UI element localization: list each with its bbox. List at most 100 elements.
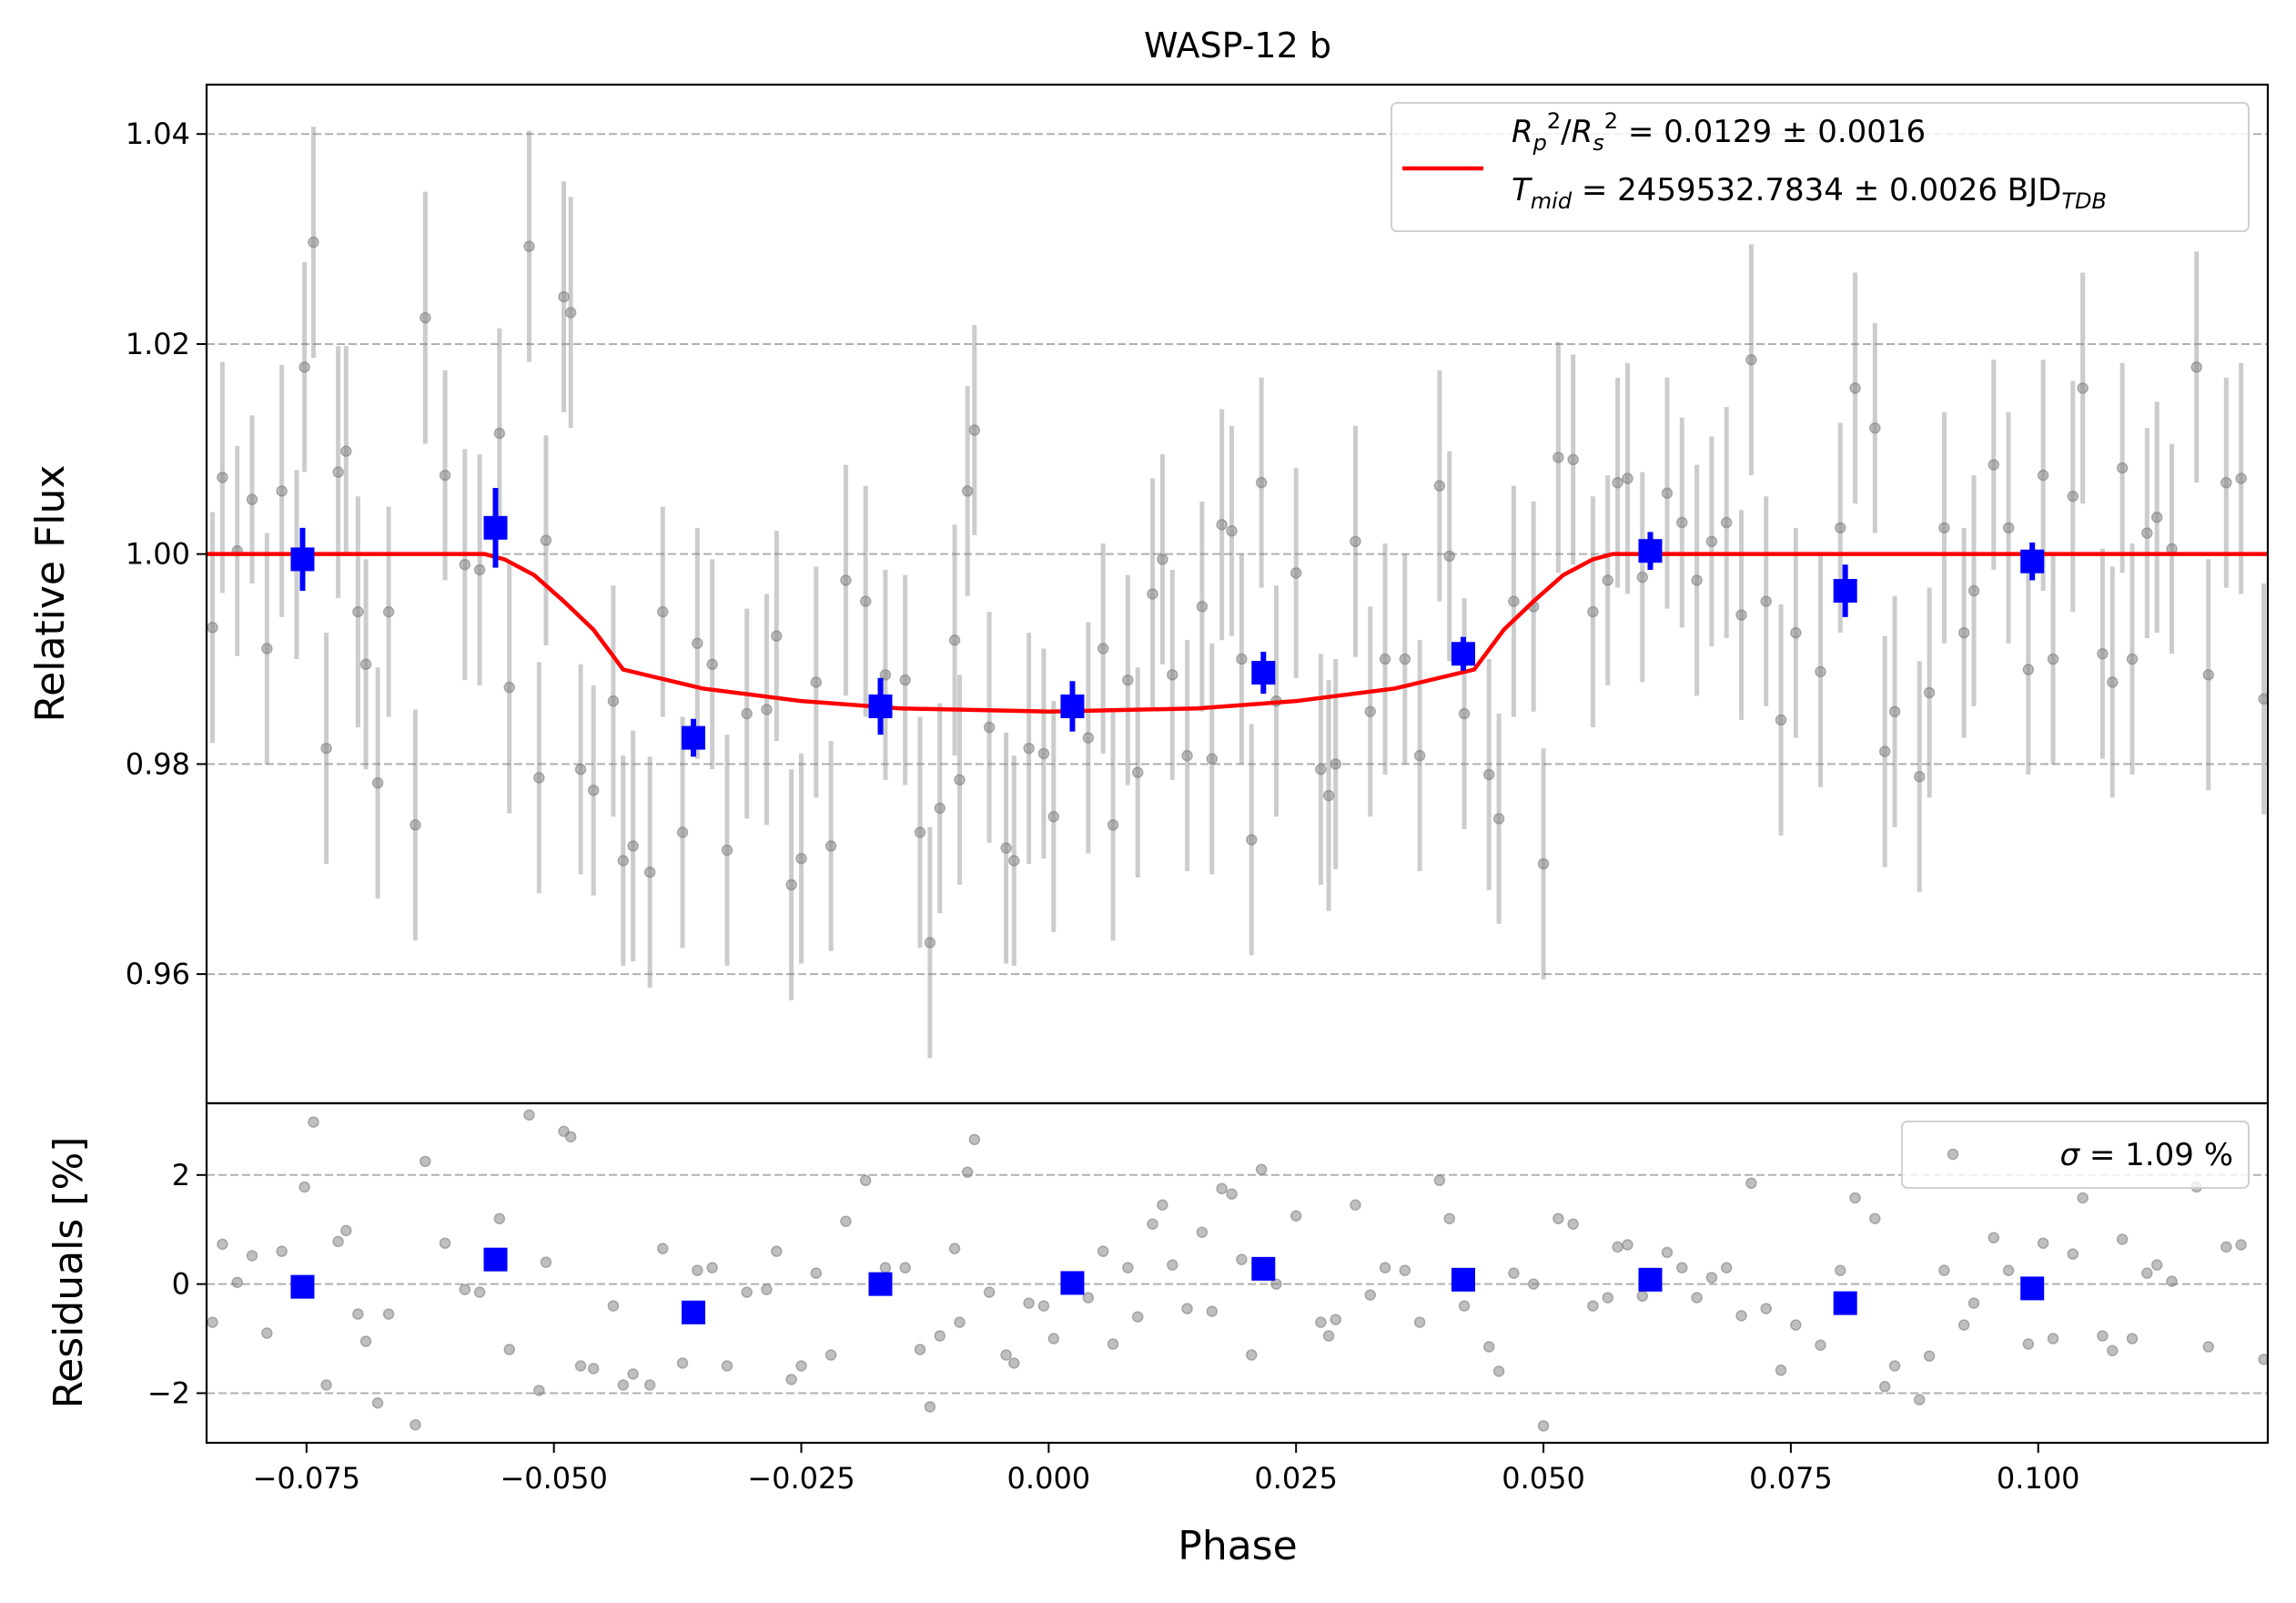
data-point xyxy=(1458,707,1471,720)
data-point xyxy=(1636,571,1649,583)
binned-point xyxy=(1451,1267,1475,1292)
data-point xyxy=(1612,476,1623,489)
data-point xyxy=(983,721,996,734)
data-point xyxy=(410,819,421,831)
data-point xyxy=(533,772,545,784)
data-point xyxy=(298,1181,310,1193)
data-point xyxy=(617,1379,630,1391)
data-point xyxy=(676,1357,689,1369)
data-point xyxy=(1433,480,1446,492)
legend-label: Rp2/Rs2 = 0.0129 ± 0.0016 xyxy=(1512,108,1926,156)
data-point xyxy=(1196,601,1209,613)
data-point xyxy=(2166,1275,2178,1287)
data-point xyxy=(1567,453,1579,466)
binned-point xyxy=(1833,1291,1857,1315)
data-point xyxy=(2258,693,2268,705)
legend-box xyxy=(1901,1121,2250,1189)
data-point xyxy=(1458,1300,1471,1312)
legend-box xyxy=(1391,102,2250,232)
data-point xyxy=(574,763,587,776)
data-point xyxy=(1157,1199,1168,1212)
data-point xyxy=(1122,674,1134,686)
data-point xyxy=(1553,1212,1564,1224)
plot-area xyxy=(207,127,2268,1059)
data-point xyxy=(1849,382,1861,394)
data-point xyxy=(1443,550,1455,563)
data-point xyxy=(1602,1292,1613,1304)
data-point xyxy=(934,1330,946,1342)
data-point xyxy=(1322,789,1335,802)
x-tick-label: 0.100 xyxy=(1997,1461,2080,1496)
data-point xyxy=(1957,626,1970,639)
data-point xyxy=(810,676,823,688)
data-point xyxy=(948,1243,961,1254)
binned-point xyxy=(1833,579,1857,604)
data-point xyxy=(1000,842,1012,854)
data-point xyxy=(276,485,288,497)
data-point xyxy=(1705,535,1718,548)
data-point xyxy=(1938,522,1950,534)
data-point xyxy=(217,1238,228,1251)
data-point xyxy=(657,605,669,618)
data-point xyxy=(983,1286,996,1298)
data-point xyxy=(276,1245,288,1257)
data-point xyxy=(261,1327,273,1339)
data-point xyxy=(1691,1292,1703,1304)
data-point xyxy=(1181,1303,1193,1314)
data-point xyxy=(1246,1349,1258,1361)
data-point xyxy=(1622,472,1633,484)
legend-label-part: R xyxy=(1512,114,1533,150)
y-tick-label: 0.96 xyxy=(126,957,190,991)
data-point xyxy=(2002,1264,2015,1276)
data-point xyxy=(1967,584,1980,597)
data-point xyxy=(410,1418,421,1431)
data-point xyxy=(493,1212,506,1224)
data-point xyxy=(1379,1262,1391,1273)
data-point xyxy=(2141,527,2153,539)
data-point xyxy=(771,1245,783,1257)
data-point xyxy=(1147,588,1158,600)
data-point xyxy=(1508,595,1520,607)
data-point xyxy=(574,1360,587,1372)
legend-label-part: p xyxy=(1532,130,1547,156)
legend-label-part: 2 xyxy=(1547,108,1561,134)
data-point xyxy=(1433,1174,1446,1187)
data-point xyxy=(2220,1241,2232,1253)
data-point xyxy=(298,361,310,373)
data-point xyxy=(2047,653,2059,665)
legend-label-part: s xyxy=(1593,130,1604,156)
legend-label: Tmid = 2459532.7834 ± 0.0026 BJDTDB xyxy=(1512,172,2107,214)
data-point xyxy=(676,827,689,838)
data-point xyxy=(859,595,872,607)
data-point xyxy=(2202,669,2215,681)
data-point xyxy=(1913,1394,1926,1405)
data-point xyxy=(607,695,620,707)
data-point xyxy=(308,236,319,249)
data-point xyxy=(824,840,837,852)
data-point xyxy=(1492,1365,1505,1377)
data-point xyxy=(1330,758,1341,770)
data-point xyxy=(1878,746,1891,757)
y-axis-label: Residuals [%] xyxy=(46,1137,92,1409)
data-point xyxy=(1008,855,1020,867)
data-point xyxy=(1567,1218,1579,1230)
data-point xyxy=(1938,1264,1950,1276)
data-point xyxy=(1760,1303,1772,1314)
data-point xyxy=(1196,1226,1209,1238)
data-point xyxy=(217,472,228,483)
data-point xyxy=(1147,1218,1158,1230)
data-point xyxy=(1612,1241,1623,1253)
y-tick-label: 2 xyxy=(172,1158,190,1192)
data-point xyxy=(934,802,946,815)
data-point xyxy=(473,563,486,576)
data-point xyxy=(2116,462,2129,474)
x-tick-label: −0.075 xyxy=(253,1461,360,1496)
data-point xyxy=(1315,763,1327,776)
data-point xyxy=(961,485,974,497)
data-point xyxy=(2126,653,2139,665)
data-point xyxy=(1206,753,1219,765)
data-point xyxy=(2077,1192,2089,1204)
data-point xyxy=(795,852,807,865)
